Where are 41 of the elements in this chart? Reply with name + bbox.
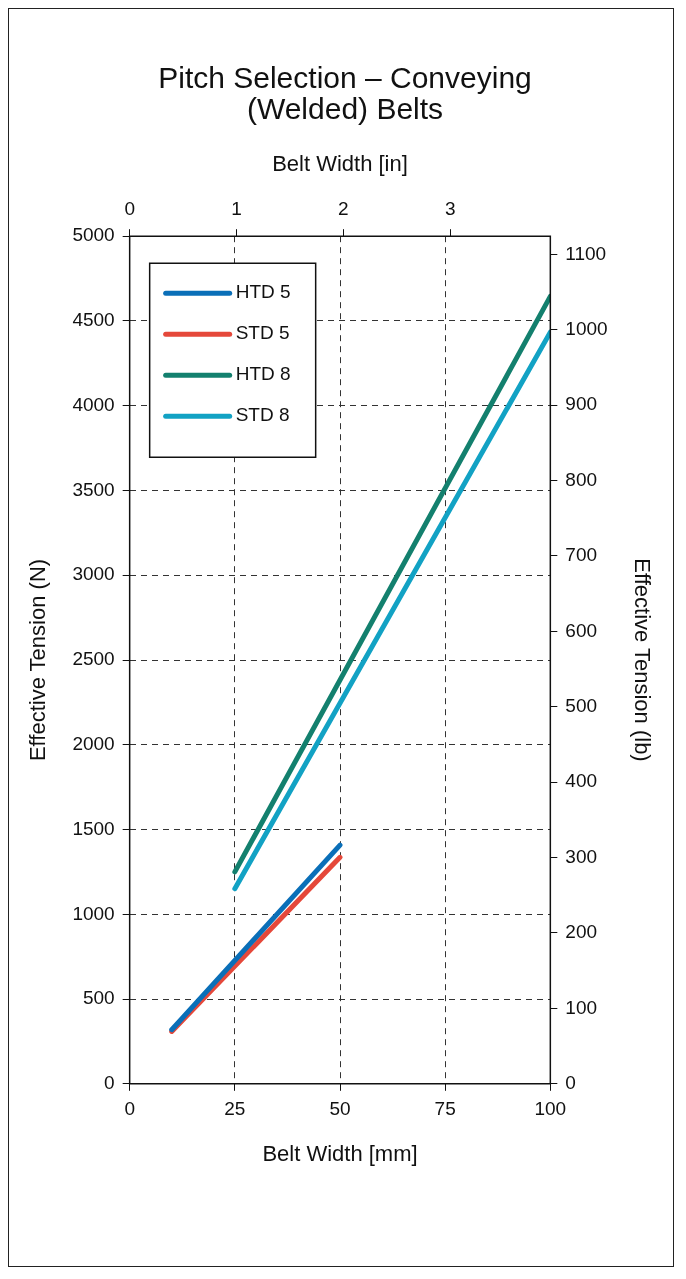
chart-title: Pitch Selection – Conveying (Welded) Belts xyxy=(157,61,533,125)
y2-tick-label: 400 xyxy=(565,770,598,792)
legend-label: STD 5 xyxy=(235,322,290,344)
y-tick-label: 0 xyxy=(104,1072,115,1094)
y-tick-label: 2000 xyxy=(72,732,115,754)
y-tick-label: 1000 xyxy=(72,902,115,924)
x-tick-label: 100 xyxy=(534,1098,567,1120)
y2-tick-label: 900 xyxy=(565,393,598,415)
y2-tick-label: 1000 xyxy=(565,317,608,339)
y-tick-label: 5000 xyxy=(72,224,115,246)
legend-label: HTD 5 xyxy=(235,281,291,303)
x2-tick-label: 3 xyxy=(444,198,456,220)
x-tick-label: 50 xyxy=(329,1098,351,1120)
x-tick-label: 0 xyxy=(124,1098,135,1120)
x-axis-title: Belt Width [mm] xyxy=(262,1140,418,1166)
x2-axis-title: Belt Width [in] xyxy=(272,151,408,177)
y-axis-title: Effective Tension (N) xyxy=(25,558,51,762)
x2-tick-label: 0 xyxy=(124,198,135,220)
y-tick-label: 3500 xyxy=(72,478,115,500)
legend-label: HTD 8 xyxy=(235,363,291,385)
y2-tick-label: 500 xyxy=(565,694,598,716)
y2-tick-label: 600 xyxy=(565,619,598,641)
y2-tick-label: 300 xyxy=(565,845,598,867)
y-tick-label: 2500 xyxy=(72,648,115,670)
x-tick-label: 75 xyxy=(434,1098,456,1120)
y-tick-label: 3000 xyxy=(72,563,115,585)
x2-tick-label: 1 xyxy=(231,198,242,220)
legend-label: STD 8 xyxy=(235,404,290,426)
y2-axis-title: Effective Tension (lb) xyxy=(629,558,655,762)
y-tick-label: 1500 xyxy=(72,817,115,839)
y-tick-label: 4500 xyxy=(72,309,115,331)
y2-tick-label: 0 xyxy=(565,1072,576,1094)
y2-tick-label: 200 xyxy=(565,921,598,943)
y-tick-label: 4000 xyxy=(72,393,115,415)
y2-tick-label: 100 xyxy=(565,996,598,1018)
y-tick-label: 500 xyxy=(82,987,115,1009)
x-tick-label: 25 xyxy=(224,1098,246,1120)
y2-tick-label: 800 xyxy=(565,468,598,490)
x2-tick-label: 2 xyxy=(338,198,349,220)
y2-tick-label: 700 xyxy=(565,544,598,566)
y2-tick-label: 1100 xyxy=(565,242,607,264)
